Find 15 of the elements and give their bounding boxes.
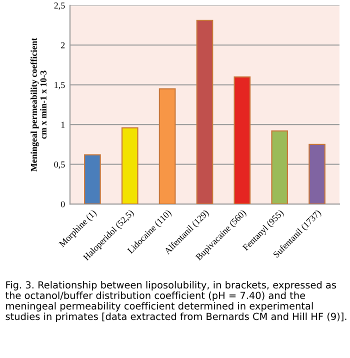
- bar: [234, 76, 251, 204]
- caption: Fig. 3. Relationship between liposolubility, in brackets, expressed as the octanol/buffer distribution coefficient (pH = 7.40) and the meningeal permeability coefficient determined in experimental studies in primates [data extracted from Bernards CM and Hill HF (9)].: [6, 281, 346, 322]
- y-tick-label: 0,5: [54, 161, 65, 169]
- bar: [121, 127, 138, 204]
- bar: [84, 154, 101, 204]
- y-axis-title: Meningeal permeability coefficient cm x min-1 x 10-3: [30, 38, 46, 172]
- y-tick-label: 1: [61, 122, 65, 128]
- y-tick-label: 2: [61, 42, 65, 48]
- bar: [158, 88, 176, 204]
- y-tick-label: 1,5: [54, 82, 65, 90]
- bar: [271, 130, 288, 204]
- bar: [308, 144, 326, 204]
- y-tick-label: 0: [60, 201, 65, 208]
- y-tick-label: 2,5: [54, 2, 65, 10]
- bar: [196, 20, 214, 204]
